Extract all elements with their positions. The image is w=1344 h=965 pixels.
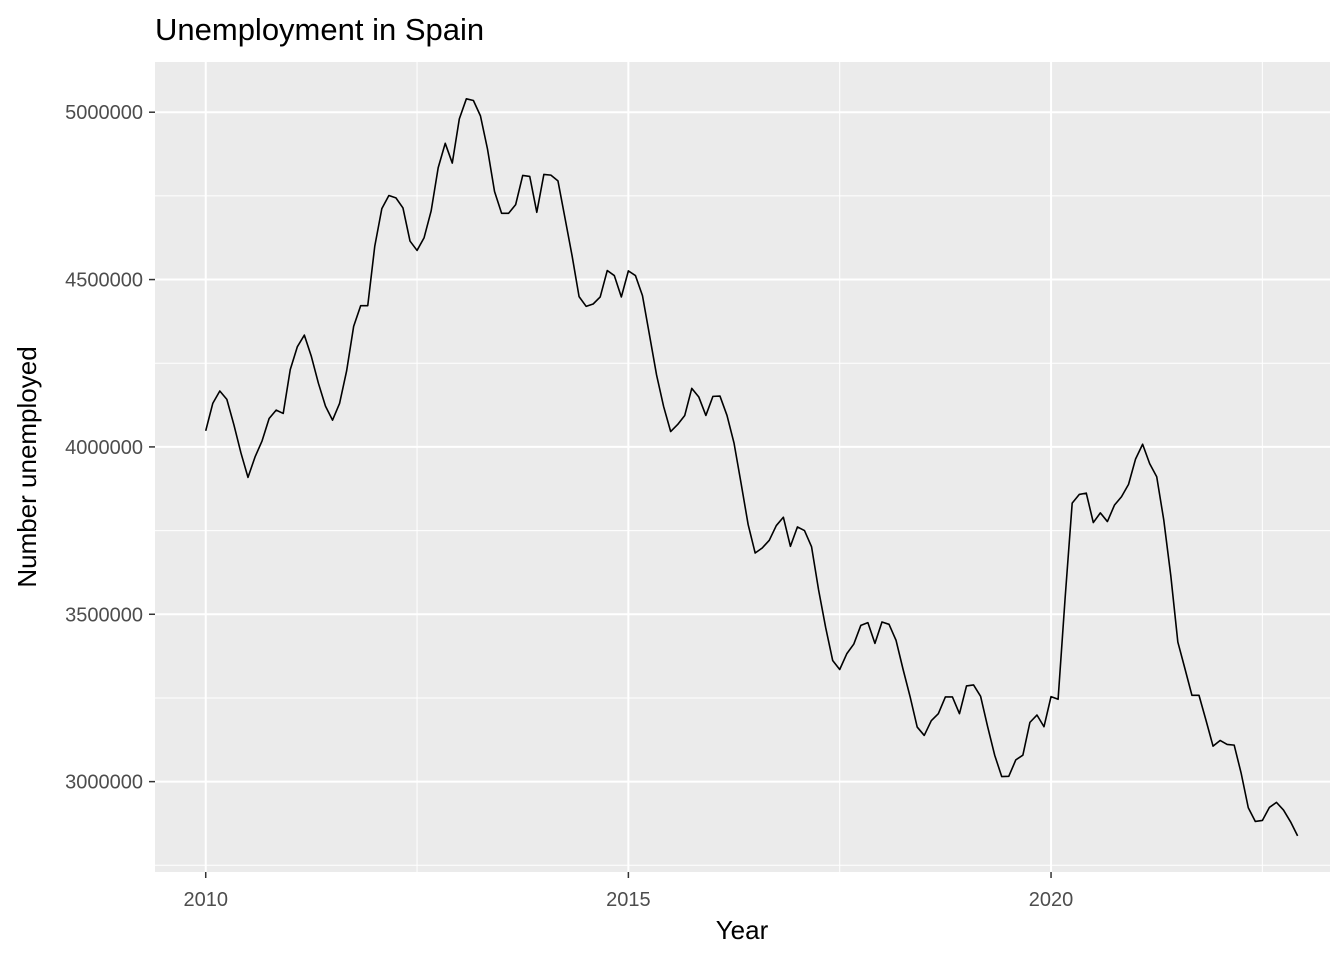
plot-panel <box>155 62 1330 872</box>
y-tick-label: 5000000 <box>65 102 143 124</box>
y-tick-label: 4000000 <box>65 437 143 459</box>
y-tick-label: 3000000 <box>65 772 143 794</box>
y-tick-label: 3500000 <box>65 604 143 626</box>
major-gridlines <box>155 62 1330 872</box>
y-tick-label: 4500000 <box>65 270 143 292</box>
chart-title: Unemployment in Spain <box>155 12 484 47</box>
minor-gridlines <box>155 62 1330 872</box>
series-line-unemployment <box>204 98 1299 837</box>
x-axis-title: Year <box>716 915 769 945</box>
x-axis: 2010 2015 2020 <box>183 872 1073 911</box>
y-axis: 3000000 3500000 4000000 4500000 5000000 <box>65 102 155 794</box>
x-tick-label: 2015 <box>606 889 651 911</box>
x-tick-label: 2020 <box>1029 889 1074 911</box>
y-axis-title: Number unemployed <box>12 346 42 587</box>
x-tick-label: 2010 <box>183 889 228 911</box>
